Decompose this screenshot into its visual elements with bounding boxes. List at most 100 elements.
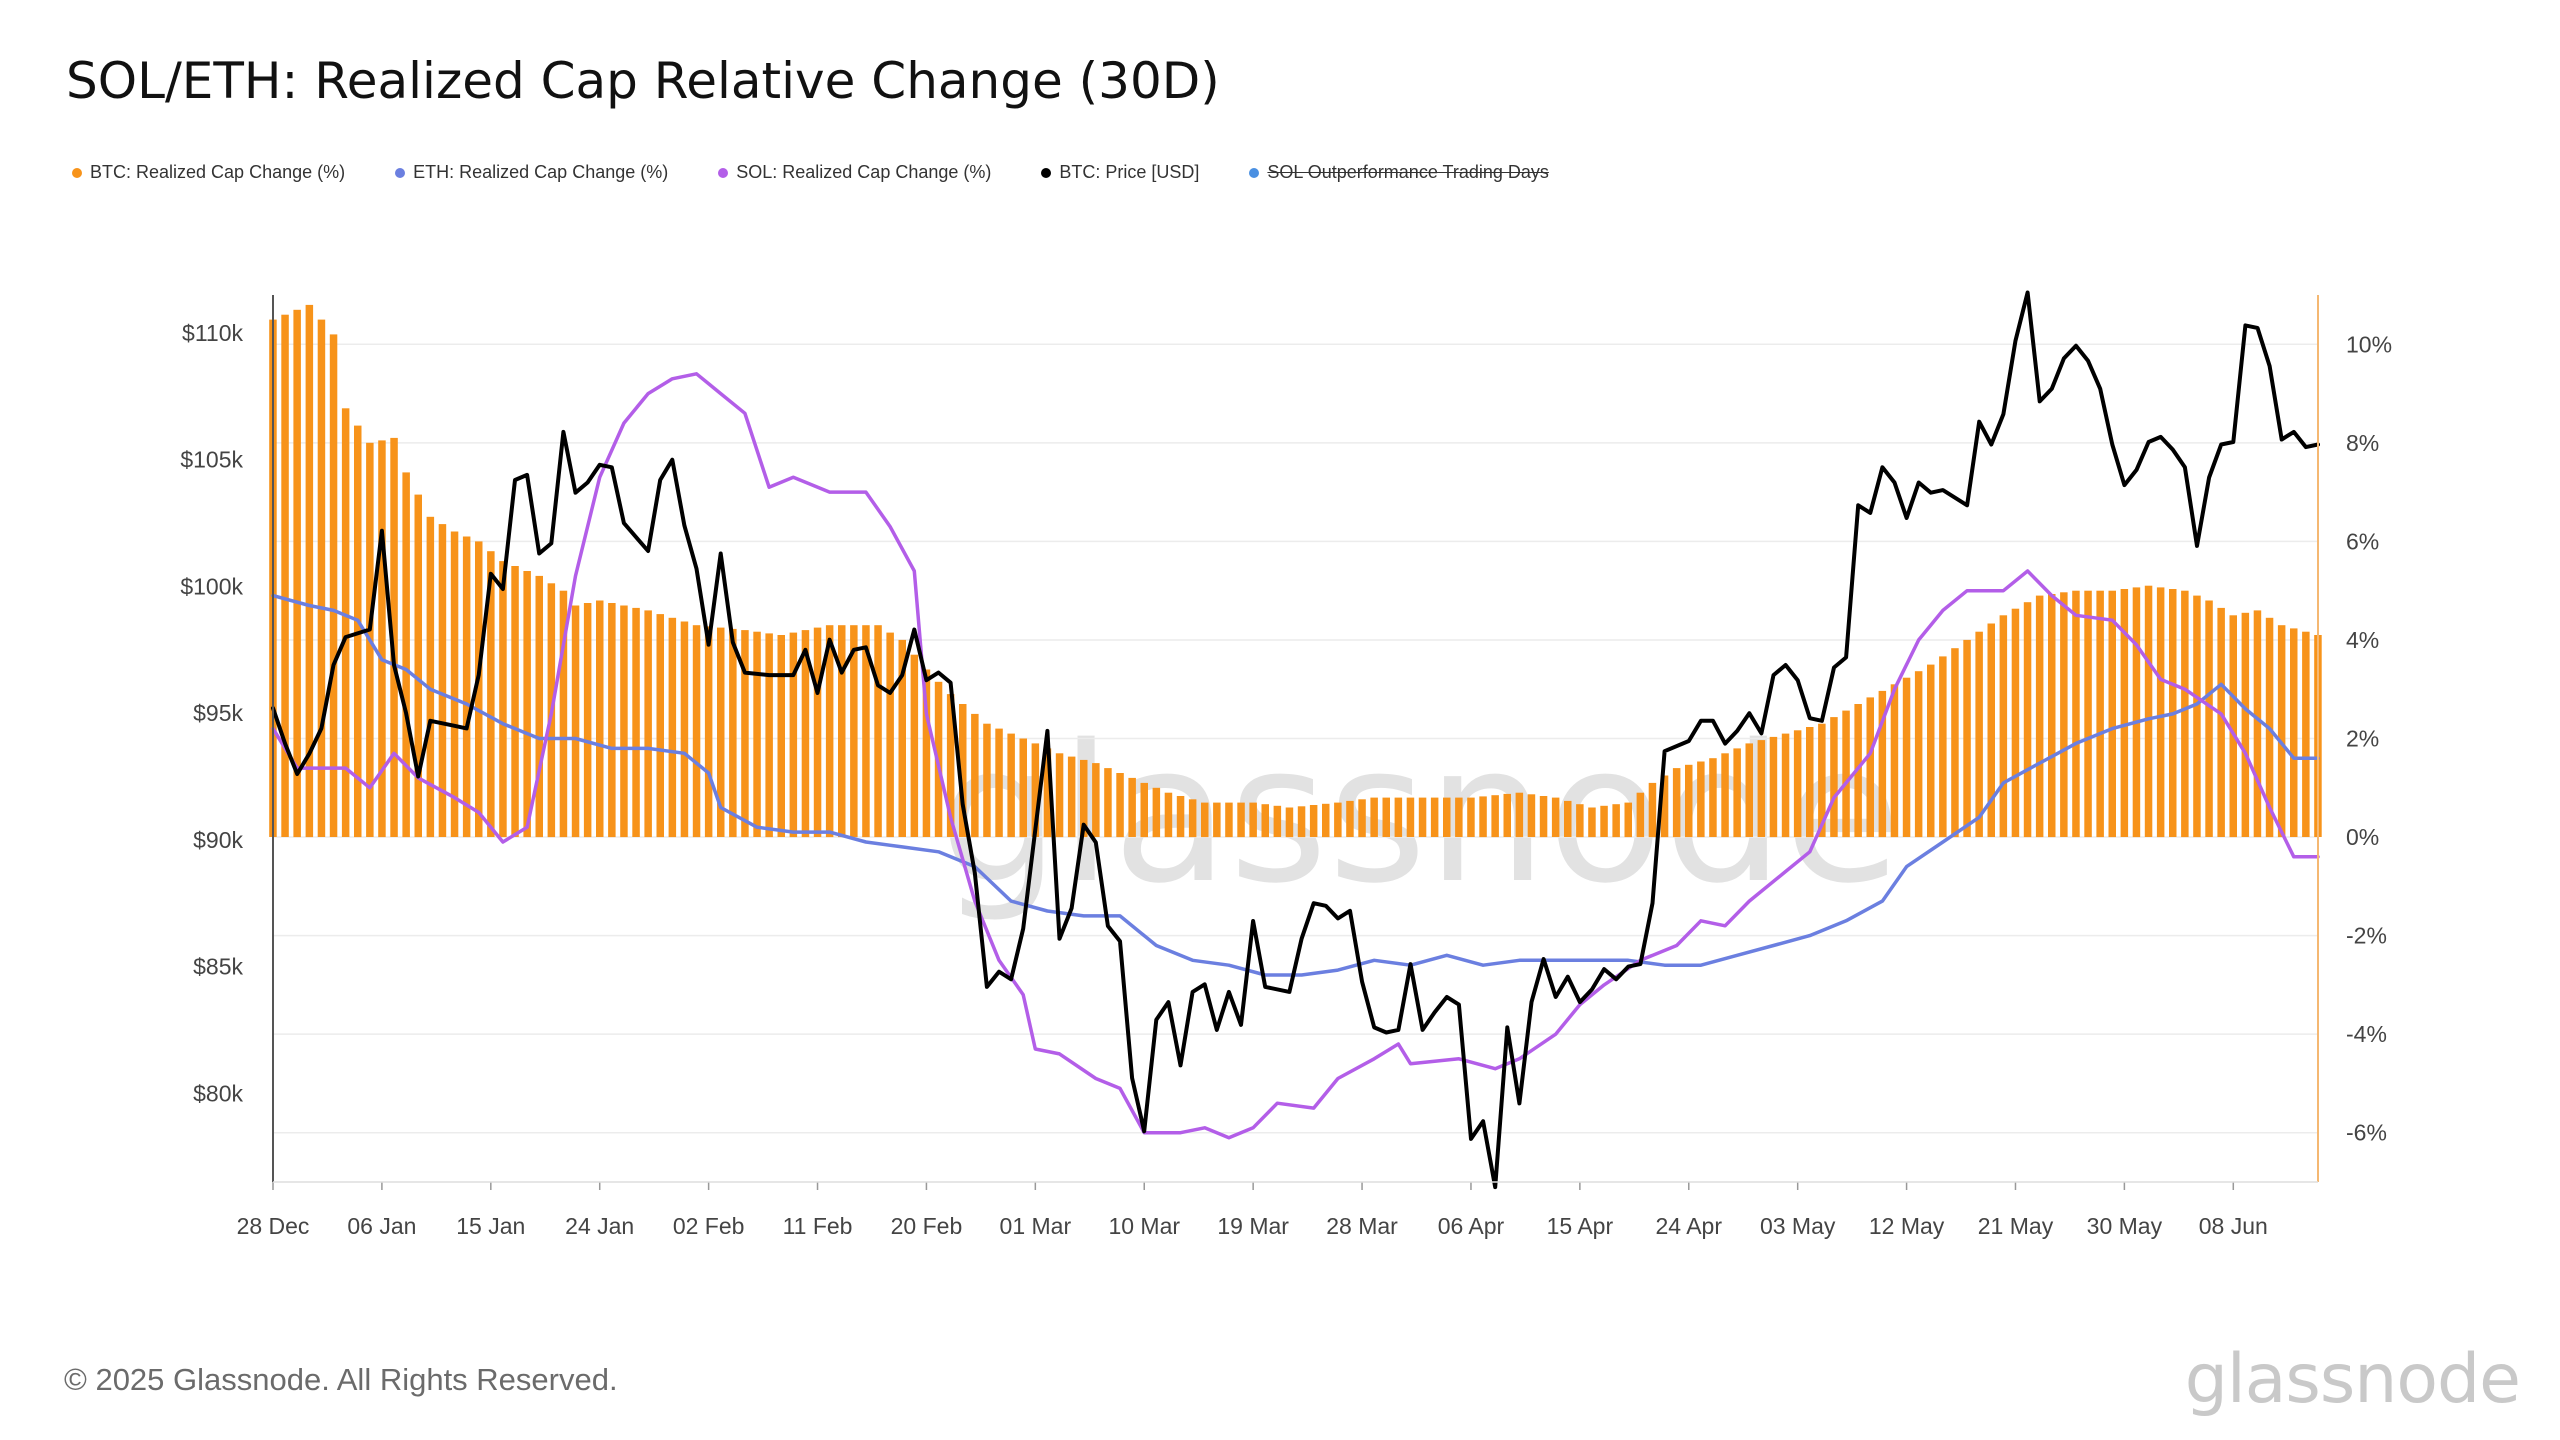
bar [450, 531, 459, 837]
x-tick-label: 15 Apr [1547, 1213, 1614, 1239]
y-right-tick-label: -6% [2346, 1120, 2387, 1146]
bar [1491, 795, 1499, 838]
legend: BTC: Realized Cap Change (%) ETH: Realiz… [72, 162, 1549, 183]
x-tick-label: 10 Mar [1108, 1213, 1180, 1239]
bar [1866, 697, 1874, 837]
bar [317, 319, 326, 838]
bar [438, 524, 447, 837]
bar [1757, 740, 1766, 837]
bar [910, 654, 919, 837]
bar [680, 621, 689, 838]
bar [1878, 690, 1887, 838]
bar [1914, 671, 1923, 838]
bar [1164, 792, 1173, 838]
bar [813, 627, 822, 837]
bar [850, 625, 858, 838]
bar [1672, 768, 1681, 838]
bar [571, 605, 580, 838]
bar [1382, 797, 1390, 837]
bar [1467, 797, 1475, 837]
bar [1564, 800, 1572, 837]
bar [729, 628, 737, 838]
legend-item-btc-price[interactable]: BTC: Price [USD] [1041, 162, 1199, 183]
bar [1237, 802, 1245, 838]
bar [341, 408, 350, 837]
legend-item-sol-realized-cap[interactable]: SOL: Realized Cap Change (%) [718, 162, 991, 183]
btc-price-usd-line [271, 290, 2320, 1190]
legend-label: BTC: Realized Cap Change (%) [90, 162, 346, 182]
y-right-tick-label: -4% [2346, 1021, 2387, 1047]
bar [1116, 773, 1124, 838]
bar [838, 625, 846, 838]
bar [2023, 602, 2032, 838]
legend-marker-icon [395, 167, 406, 178]
bar [608, 603, 616, 838]
bar [1745, 743, 1753, 837]
bar [2035, 595, 2044, 838]
bar [1479, 796, 1487, 838]
bar [1624, 802, 1632, 838]
x-tick-label: 20 Feb [891, 1213, 963, 1239]
legend-item-eth-realized-cap[interactable]: ETH: Realized Cap Change (%) [395, 162, 668, 183]
y-right-tick-label: 0% [2346, 824, 2379, 850]
bar [2241, 612, 2250, 837]
x-tick-label: 11 Feb [783, 1213, 853, 1239]
legend-item-btc-realized-cap[interactable]: BTC: Realized Cap Change (%) [72, 162, 345, 183]
x-tick-label: 06 Apr [1438, 1213, 1505, 1239]
bar [1455, 797, 1463, 837]
x-tick-label: 06 Jan [347, 1213, 416, 1239]
bar [1600, 805, 1608, 837]
bar [2217, 607, 2225, 837]
series-lines [271, 290, 2320, 1190]
bar [1709, 758, 1717, 837]
bar [596, 600, 604, 837]
bar [1285, 807, 1294, 838]
bar [1309, 805, 1318, 837]
bar [1019, 738, 1027, 838]
bar [378, 440, 386, 838]
bar [632, 607, 640, 837]
bar [922, 669, 931, 837]
tick-labels: -6% -4% -2% 0% 2% 4% 6% 8% 10% $80k $85k $90k $95k $1… [180, 320, 2392, 1239]
bar [983, 723, 991, 837]
copyright-footer: © 2025 Glassnode. All Rights Reserved. [64, 1362, 618, 1397]
bar [1213, 802, 1221, 838]
bar [1697, 761, 1705, 838]
bar [293, 309, 301, 838]
x-tick-label: 03 May [1760, 1213, 1836, 1239]
y-left-tick-label: $90k [193, 827, 243, 853]
y-right-tick-label: 10% [2346, 331, 2392, 357]
bar [1685, 764, 1693, 838]
bar [1806, 727, 1814, 838]
bar [1612, 804, 1620, 838]
bar [1176, 796, 1185, 838]
bar [414, 494, 422, 838]
bar [777, 635, 785, 837]
bar [487, 551, 495, 837]
legend-label: BTC: Price [USD] [1059, 162, 1200, 182]
bar [1503, 793, 1511, 837]
bar [1080, 759, 1088, 838]
legend-item-sol-outperformance[interactable]: SOL Outperformance Trading Days [1249, 162, 1549, 183]
bar [535, 575, 543, 838]
bar [1975, 631, 1983, 837]
bar [1902, 677, 1911, 837]
bar [2193, 595, 2201, 838]
bar [1927, 664, 1935, 838]
bar [2253, 610, 2262, 838]
bar [281, 314, 289, 837]
bar [741, 630, 749, 838]
axes [272, 295, 2319, 1190]
bar [2120, 589, 2129, 837]
bar [1261, 804, 1269, 838]
bar [874, 625, 882, 838]
bar [959, 704, 967, 837]
bar [1733, 748, 1741, 838]
bar [1358, 799, 1366, 838]
bar [2060, 592, 2068, 837]
x-tick-label: 28 Dec [237, 1213, 310, 1239]
bar [1721, 753, 1729, 838]
bar [2048, 594, 2056, 838]
bar [2205, 600, 2213, 837]
